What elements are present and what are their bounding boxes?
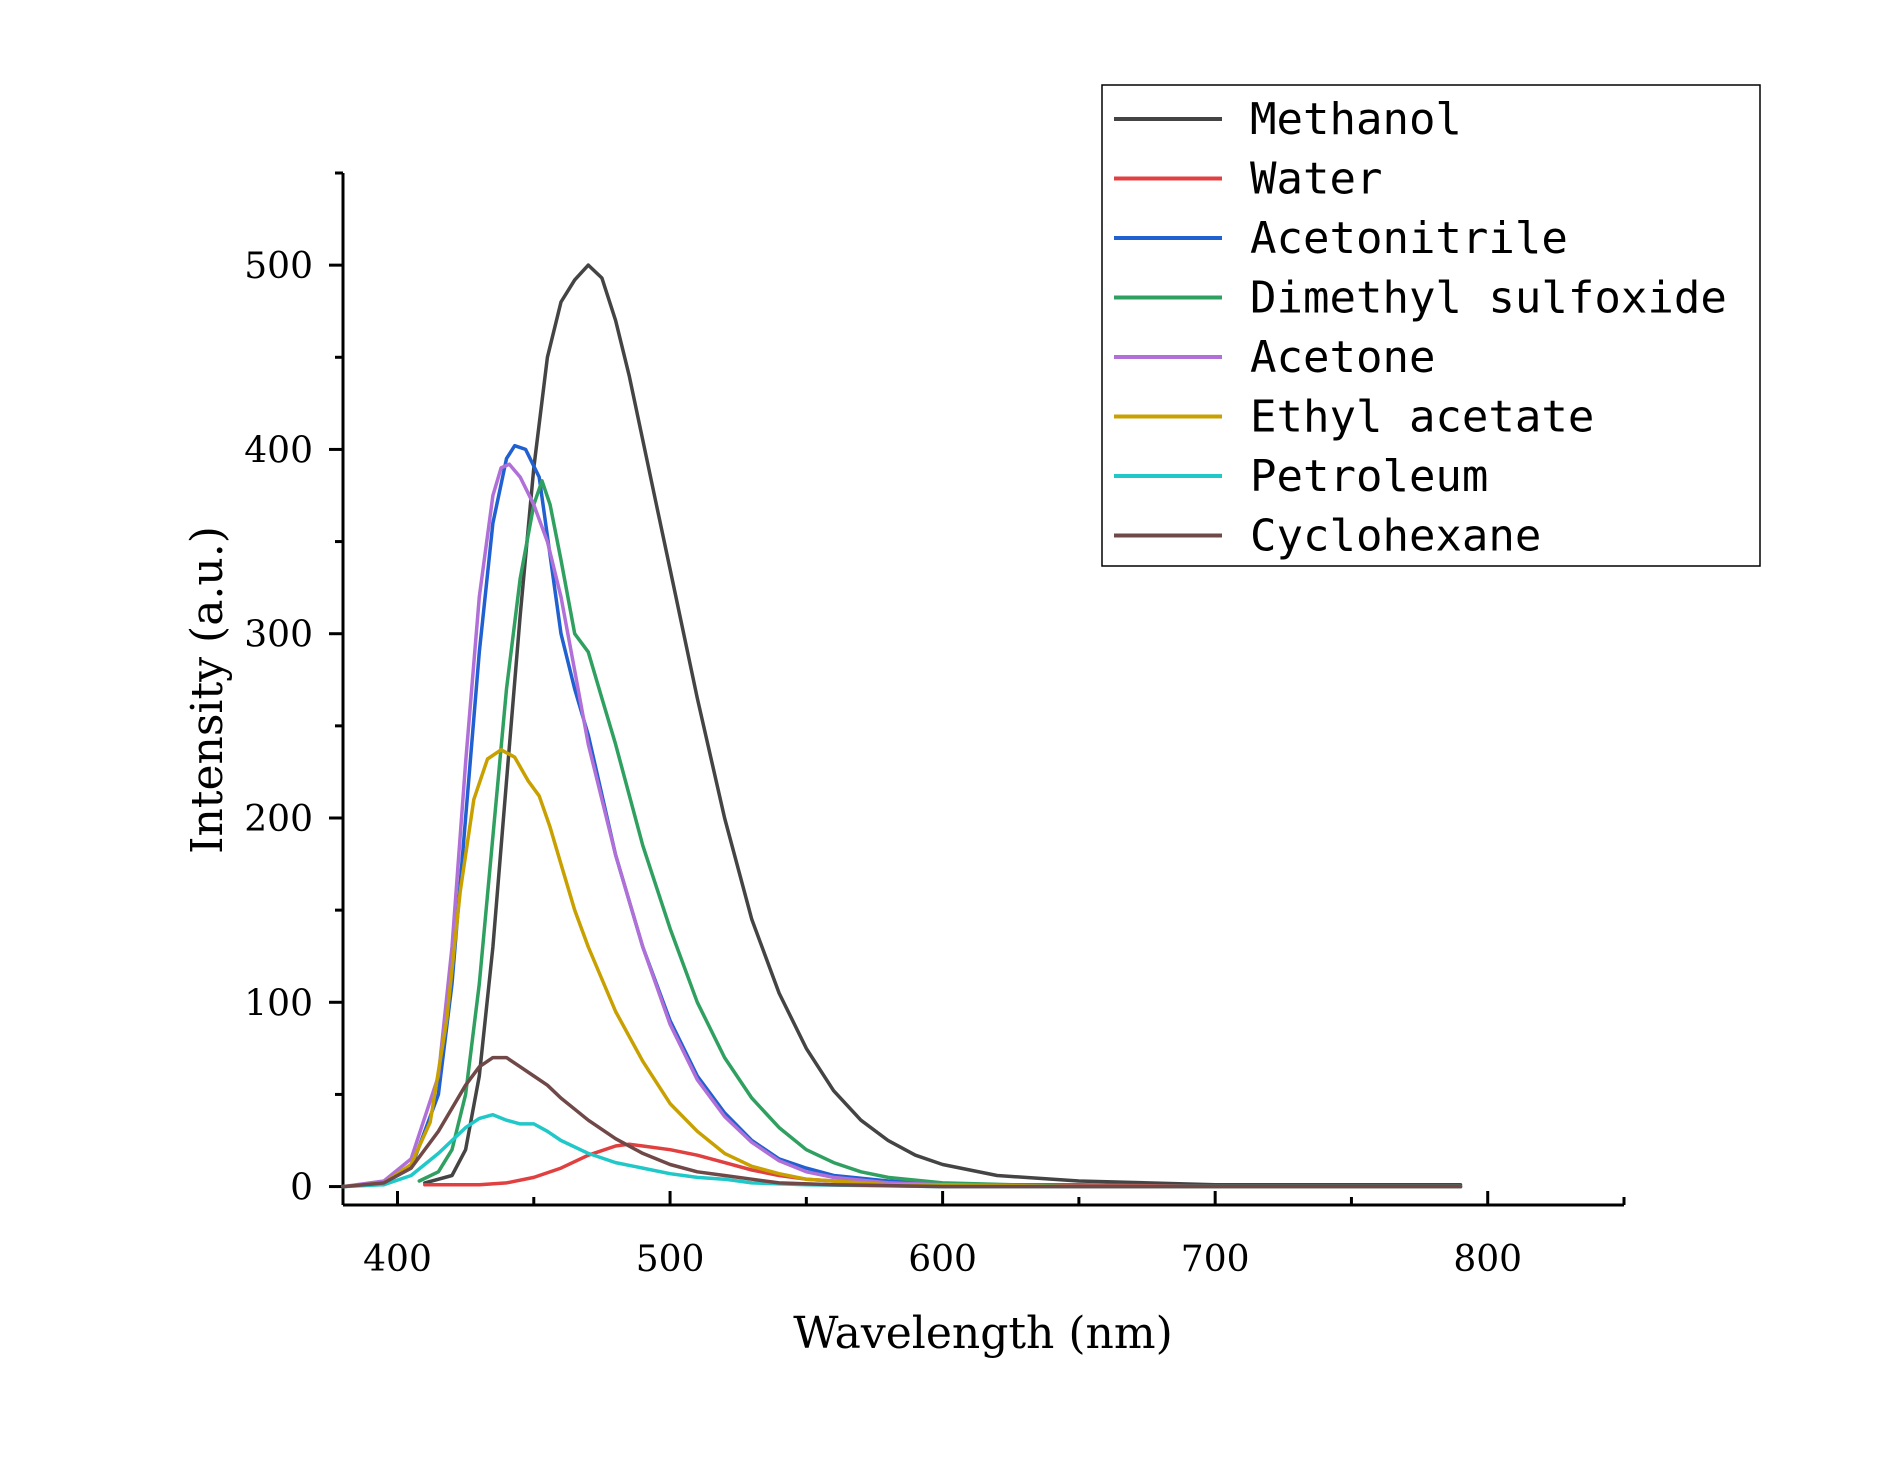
series-line-dimethyl-sulfoxide	[417, 479, 1463, 1189]
x-axis-title: Wavelength (nm)	[793, 1308, 1173, 1359]
y-tick-label: 300	[244, 615, 313, 656]
x-axis-tick-labels: 400 500 600 700 800	[363, 1239, 1522, 1280]
legend-label: Petroleum	[1250, 451, 1488, 502]
legend-label: Methanol	[1250, 94, 1462, 145]
legend-label: Dimethyl sulfoxide	[1250, 273, 1727, 324]
y-axis-tick-labels: 0 100 200 300 400 500	[244, 246, 313, 1208]
x-axis-ticks	[396, 1191, 1626, 1205]
x-tick-label: 800	[1453, 1239, 1522, 1280]
x-tick-label: 400	[363, 1239, 432, 1280]
series-line-methanol	[423, 263, 1463, 1187]
legend-label: Water	[1250, 154, 1382, 205]
series-line-acetone	[341, 462, 1463, 1189]
y-axis-ticks	[329, 171, 343, 1189]
legend-label: Acetonitrile	[1250, 213, 1568, 264]
y-tick-label: 100	[244, 983, 313, 1024]
legend-label: Acetone	[1250, 332, 1435, 383]
y-axis-title: Intensity (a.u.)	[182, 526, 233, 854]
y-tick-label: 400	[244, 430, 313, 471]
legend-label: Ethyl acetate	[1250, 392, 1594, 443]
x-tick-label: 500	[636, 1239, 705, 1280]
series-line-ethyl-acetate	[341, 748, 1463, 1189]
y-tick-label: 500	[244, 246, 313, 287]
x-tick-label: 600	[908, 1239, 977, 1280]
series-lines	[341, 263, 1463, 1189]
legend-box	[1101, 84, 1761, 567]
y-tick-label: 200	[244, 799, 313, 840]
legend: Methanol Water Acetonitrile Dimethyl sulfox…	[1101, 84, 1761, 567]
x-tick-label: 700	[1181, 1239, 1250, 1280]
legend-label: Cyclohexane	[1250, 511, 1541, 562]
series-line-cyclohexane	[341, 1055, 1463, 1189]
y-tick-label: 0	[290, 1168, 313, 1209]
series-line-petroleum	[341, 1112, 1463, 1189]
